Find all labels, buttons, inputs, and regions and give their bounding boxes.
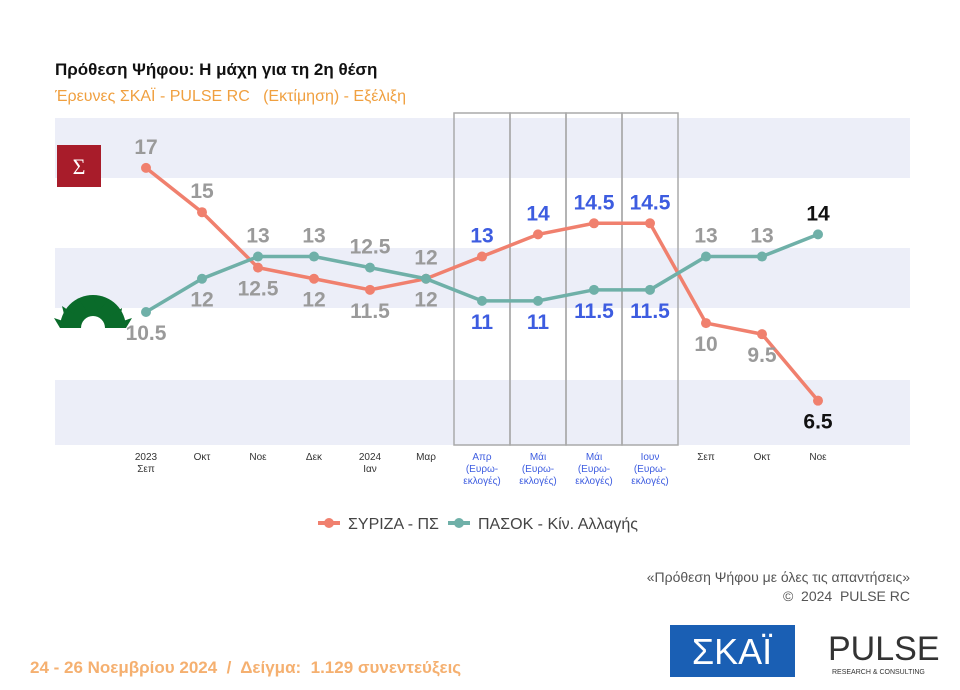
- point: [309, 273, 319, 284]
- point: [365, 284, 375, 295]
- data-label: 11.5: [630, 300, 670, 323]
- point: [309, 251, 319, 262]
- data-label: 11.5: [350, 300, 390, 323]
- x-tick-label: 2024 Ιαν: [358, 452, 382, 475]
- data-label: 15: [190, 180, 214, 203]
- data-label: 12: [302, 289, 325, 312]
- point: [477, 295, 487, 306]
- pasok-logo: [54, 295, 132, 340]
- x-tick-label: Σεπ: [697, 452, 715, 463]
- point: [421, 273, 431, 284]
- data-label: 11.5: [574, 300, 614, 323]
- data-label: 12.5: [350, 236, 391, 259]
- point: [645, 284, 655, 295]
- point: [141, 306, 151, 317]
- euro-box: [621, 112, 679, 446]
- data-label: 14: [806, 202, 830, 225]
- point: [477, 251, 487, 262]
- data-label: 12: [414, 247, 437, 270]
- data-label: 12: [414, 289, 437, 312]
- x-tick-label: Νοε: [249, 452, 267, 463]
- point: [701, 251, 711, 262]
- pulse-logo-sub: RESEARCH & CONSULTING: [832, 669, 925, 676]
- data-label: 13: [470, 225, 493, 248]
- point: [253, 262, 263, 273]
- data-label: 6.5: [803, 411, 833, 434]
- legend-swatch: [454, 518, 464, 528]
- skai-logo-text: ΣΚΑΪ: [692, 631, 772, 672]
- note: «Πρόθεση Ψήφου με όλες τις απαντήσεις»: [647, 569, 910, 585]
- data-label: 14.5: [574, 191, 615, 214]
- point: [589, 284, 599, 295]
- data-label: 13: [750, 225, 773, 248]
- data-label: 11: [527, 311, 550, 334]
- point: [589, 218, 599, 229]
- title: Πρόθεση Ψήφου: Η μάχη για τη 2η θέση: [55, 60, 377, 79]
- point: [757, 329, 767, 340]
- legend-label: ΣΥΡΙΖΑ - ΠΣ: [348, 516, 439, 533]
- data-label: 13: [302, 225, 325, 248]
- copyright: © 2024 PULSE RC: [783, 588, 910, 604]
- point: [365, 262, 375, 273]
- point: [757, 251, 767, 262]
- x-tick-label: Ιουν (Ευρω- εκλογές): [631, 452, 669, 487]
- svg-text:Σ: Σ: [73, 154, 86, 179]
- skai-logo: [670, 625, 795, 677]
- syriza-logo: Σ: [57, 145, 101, 187]
- x-tick-label: Δεκ: [305, 452, 323, 463]
- footer: 24 - 26 Νοεμβρίου 2024 / Δείγμα: 1.129 σ…: [30, 658, 461, 677]
- point: [197, 273, 207, 284]
- x-tick-label: Μαρ: [416, 452, 436, 463]
- data-label: 12.5: [238, 278, 279, 301]
- legend-label: ΠΑΣΟΚ - Κίν. Αλλαγής: [478, 516, 638, 533]
- subtitle: Έρευνες ΣΚΑΪ - PULSE RC (Εκτίμηση) - Εξέ…: [54, 87, 406, 105]
- point: [701, 318, 711, 329]
- x-tick-label: Μάι (Ευρω- εκλογές): [575, 452, 613, 487]
- x-tick-label: Οκτ: [753, 452, 771, 463]
- band: [55, 380, 910, 445]
- x-tick-label: Απρ (Ευρω- εκλογές): [463, 452, 501, 487]
- data-label: 10: [694, 333, 717, 356]
- data-label: 10.5: [126, 322, 167, 345]
- data-label: 13: [246, 225, 269, 248]
- point: [141, 162, 151, 173]
- point: [813, 229, 823, 240]
- point: [533, 295, 543, 306]
- band: [55, 118, 910, 178]
- point: [533, 229, 543, 240]
- point: [813, 395, 823, 406]
- x-tick-label: Οκτ: [193, 452, 211, 463]
- data-label: 9.5: [747, 344, 777, 367]
- x-tick-label: Μάι (Ευρω- εκλογές): [519, 452, 557, 487]
- x-tick-label: 2023 Σεπ: [134, 452, 158, 475]
- point: [197, 207, 207, 218]
- point: [645, 218, 655, 229]
- x-tick-label: Νοε: [809, 452, 827, 463]
- point: [253, 251, 263, 262]
- data-label: 13: [694, 225, 717, 248]
- data-label: 14.5: [630, 191, 671, 214]
- legend-swatch: [324, 518, 334, 528]
- data-label: 17: [134, 136, 157, 159]
- data-label: 12: [190, 289, 213, 312]
- data-label: 14: [526, 202, 550, 225]
- data-label: 11: [471, 311, 494, 334]
- pulse-logo-text: PULSE: [828, 630, 940, 668]
